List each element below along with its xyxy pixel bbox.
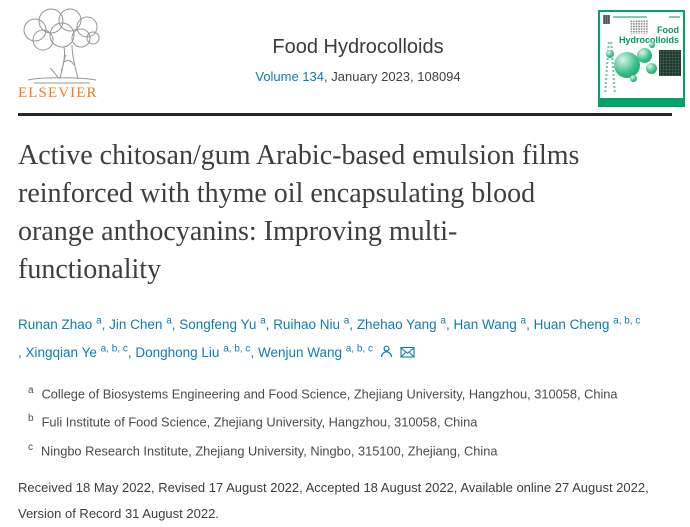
- cover-molecule-graphic: [649, 42, 655, 48]
- author-list: Runan Zhao a, Jin Chen a, Songfeng Yu a,…: [18, 315, 641, 360]
- article-title: Active chitosan/gum Arabic-based emulsio…: [18, 137, 672, 289]
- cover-masthead-line: [613, 16, 647, 18]
- author-link[interactable]: Xingqian Ye a, b, c: [25, 343, 128, 360]
- cover-bottom-bar: [600, 98, 683, 105]
- cover-molecule-graphic: [614, 52, 640, 78]
- volume-issue-line: Volume 134, January 2023, 108094: [118, 69, 598, 84]
- cover-journal-name: Food Hydrocolloids: [619, 25, 679, 45]
- cover-molecule-graphic: [646, 63, 657, 74]
- cover-micrograph-image: [659, 50, 681, 76]
- article-title-line: orange anthocyanins: Improving multi-: [18, 216, 458, 247]
- authors-paragraph: Runan Zhao a, Jin Chen a, Songfeng Yu a,…: [18, 311, 672, 368]
- author-link[interactable]: Jin Chen a: [109, 315, 172, 332]
- elsevier-logo[interactable]: ELSEVIER: [18, 8, 118, 102]
- article-dates-line: Version of Record 31 August 2022.: [18, 505, 219, 521]
- journal-header: Food Hydrocolloids Volume 134, January 2…: [118, 8, 598, 84]
- cover-publisher-mark: [603, 15, 610, 24]
- cover-molecule-graphic: [606, 50, 614, 58]
- elsevier-tree-icon: [23, 8, 100, 84]
- article-title-line: Active chitosan/gum Arabic-based emulsio…: [18, 140, 580, 171]
- cover-title-line: Hydrocolloids: [618, 35, 679, 45]
- journal-cover-thumbnail[interactable]: Food Hydrocolloids: [598, 10, 685, 107]
- article-title-line: reinforced with thyme oil encapsulating …: [18, 178, 536, 209]
- author-link[interactable]: Zhehao Yang a: [356, 315, 446, 332]
- header-divider: [18, 113, 672, 116]
- cover-title-line: Food: [657, 25, 679, 35]
- cover-particle-graphic: [630, 20, 648, 34]
- page-header: ELSEVIER Food Hydrocolloids Volume 134, …: [0, 0, 690, 113]
- author-link[interactable]: Han Wang a: [453, 315, 527, 332]
- envelope-icon[interactable]: [400, 340, 415, 368]
- cover-masthead-line: [669, 16, 680, 18]
- author-link[interactable]: Songfeng Yu a: [179, 315, 266, 332]
- issue-date-text: , January 2023, 108094: [324, 69, 461, 84]
- affiliation-row: a College of Biosystems Engineering and F…: [28, 385, 618, 402]
- article-dates-line: Received 18 May 2022, Revised 17 August …: [18, 479, 649, 495]
- article-dates: Received 18 May 2022, Revised 17 August …: [18, 475, 672, 527]
- author-link[interactable]: Huan Cheng a, b, c: [533, 315, 641, 332]
- cover-molecule-graphic: [637, 48, 652, 63]
- person-icon[interactable]: [380, 340, 393, 368]
- author-link[interactable]: Wenjun Wang a, b, c: [257, 343, 373, 360]
- author-link[interactable]: Ruihao Niu a: [273, 315, 350, 332]
- cover-block: Food Hydrocolloids: [598, 10, 685, 107]
- cover-molecule-graphic: [630, 75, 637, 82]
- author-link[interactable]: Runan Zhao a: [18, 315, 102, 332]
- affiliation-row: c Ningbo Research Institute, Zhejiang Uni…: [28, 441, 498, 458]
- journal-title-link[interactable]: Food Hydrocolloids: [272, 36, 444, 58]
- article-title-line: functionality: [18, 254, 162, 285]
- elsevier-wordmark: ELSEVIER: [18, 85, 98, 101]
- author-link[interactable]: Donghong Liu a, b, c: [135, 343, 251, 360]
- affiliation-row: b Fuli Institute of Food Science, Zhejian…: [28, 413, 478, 430]
- affiliation-list: a College of Biosystems Engineering and F…: [28, 382, 672, 459]
- volume-link[interactable]: Volume 134: [255, 69, 325, 84]
